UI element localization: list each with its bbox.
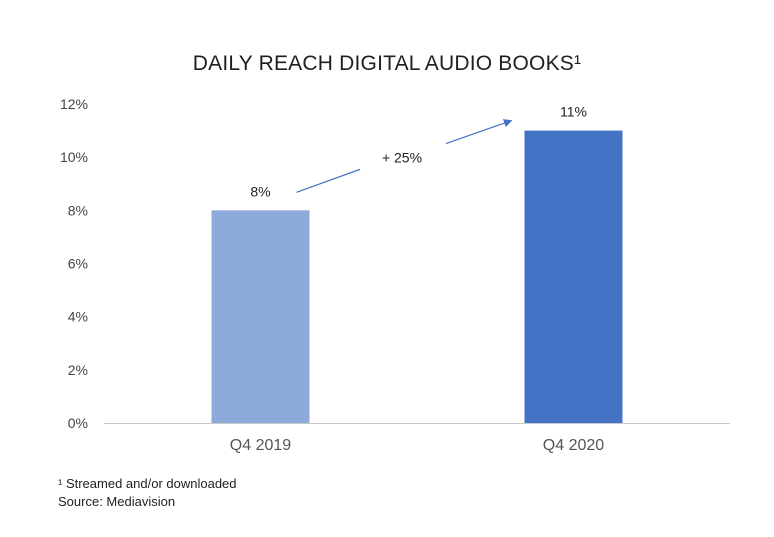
y-tick-label: 2% (68, 362, 88, 378)
footnote-note: ¹ Streamed and/or downloaded (58, 476, 237, 491)
y-tick-label: 0% (68, 415, 88, 431)
footnote-source: Source: Mediavision (58, 494, 176, 509)
x-tick-label: Q4 2019 (230, 437, 291, 454)
growth-arrow-head (445, 119, 513, 145)
chart-title: DAILY REACH DIGITAL AUDIO BOOKS¹ (192, 52, 582, 75)
y-tick-label: 12% (60, 96, 88, 112)
growth-arrow-tail (296, 168, 361, 193)
bar (524, 130, 623, 424)
growth-annotation-label: + 25% (382, 149, 422, 165)
x-tick-label: Q4 2020 (543, 437, 604, 454)
y-tick-label: 6% (68, 256, 88, 272)
bar (211, 210, 310, 423)
y-tick-label: 4% (68, 309, 88, 325)
y-tick-label: 10% (60, 149, 88, 165)
y-tick-label: 8% (68, 202, 88, 218)
data-label: 8% (250, 183, 270, 199)
data-label: 11% (560, 104, 587, 120)
